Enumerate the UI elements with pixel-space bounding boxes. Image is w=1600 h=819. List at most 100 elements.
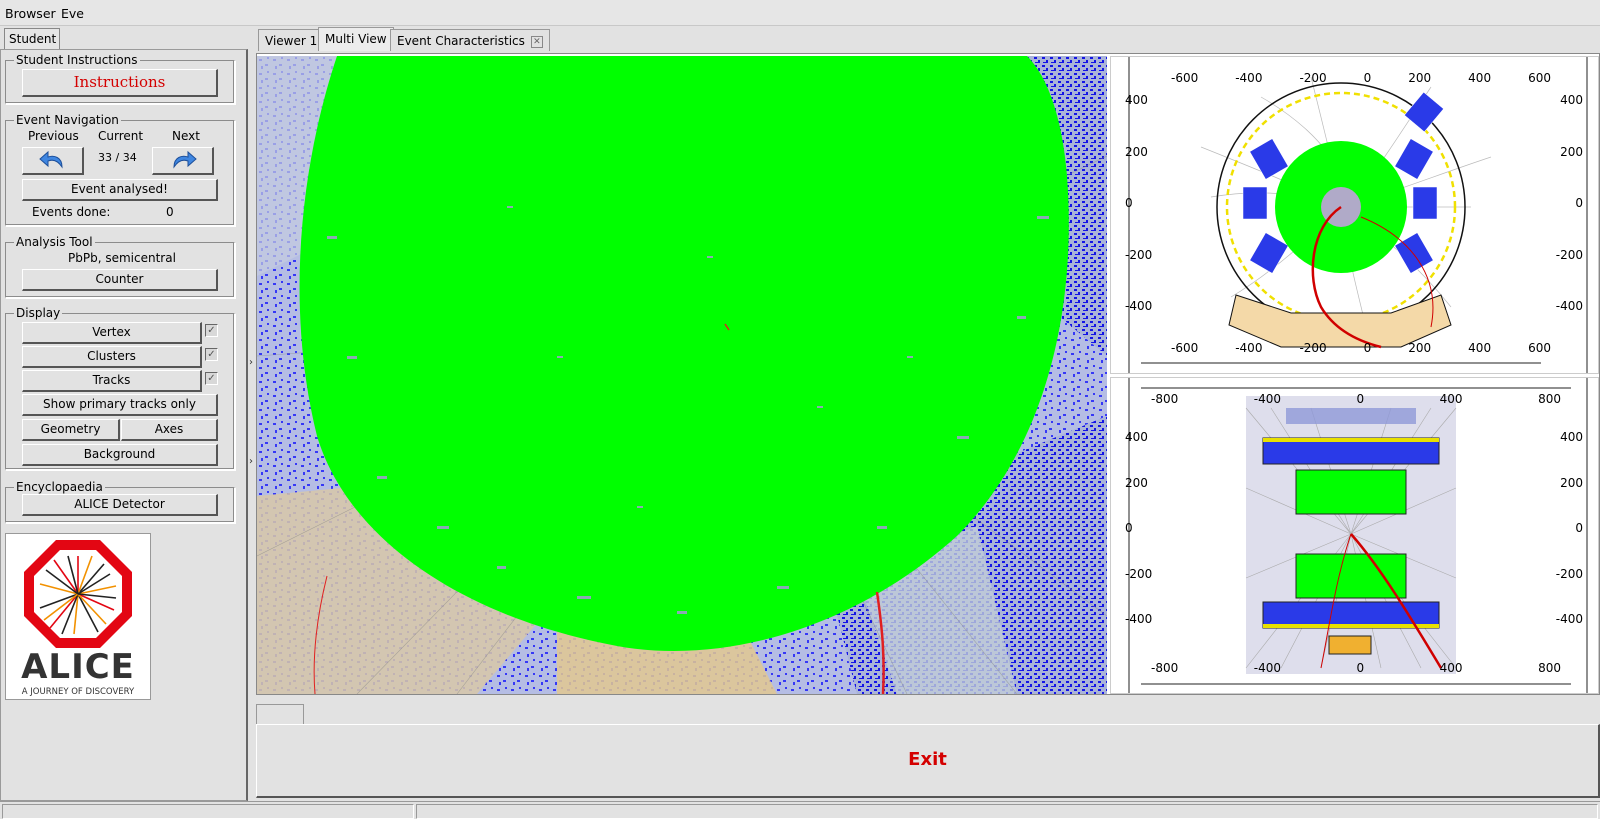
axes-button[interactable]: Axes [121,419,218,441]
tick-label: -400 [1235,71,1263,85]
alice-logo-icon [24,540,132,648]
alice-logo-text: ALICE [21,647,135,687]
tick-label: -200 [1555,566,1583,581]
tick-label: 200 [1408,71,1432,85]
background-button[interactable]: Background [22,444,218,466]
vertex-checkbox[interactable]: ✓ [205,324,218,337]
tick-label: -400 [1555,612,1583,626]
analysis-tool-title: Analysis Tool [14,235,95,249]
events-done-value: 0 [166,205,174,219]
3d-event-display [257,56,1107,694]
3d-view[interactable] [257,56,1107,694]
tick-label: -400 [1125,612,1153,626]
tick-label: 600 [1528,341,1551,355]
tick-label: -600 [1171,341,1199,355]
tick-label: 400 [1439,661,1463,675]
menu-bar: Browser Eve [0,0,1600,26]
tick-label: 400 [1439,392,1463,406]
student-instructions-group: Student Instructions Instructions [5,53,235,104]
redo-arrow-icon [172,150,197,169]
tick-label: -400 [1253,392,1281,406]
tick-label: -600 [1171,71,1199,85]
tab-event-characteristics[interactable]: Event Characteristics ✕ [390,29,550,51]
multi-view-viewer: -600 -400 -200 0 200 400 600 -600 -400 -… [256,53,1600,695]
current-label: Current [98,129,144,143]
display-group: Display Vertex ✓ Clusters ✓ Tracks ✓ Sho… [5,306,235,470]
tick-label: 400 [1468,71,1492,85]
tick-label: 0 [1575,196,1583,210]
counter-button[interactable]: Counter [22,269,218,291]
tick-label: -400 [1555,299,1583,313]
instructions-button[interactable]: Instructions [22,69,218,97]
tick-label: 0 [1575,521,1583,535]
next-event-button[interactable] [152,147,214,175]
geometry-button[interactable]: Geometry [22,419,120,441]
exit-button[interactable]: Exit [256,724,1600,798]
tick-label: 400 [1125,430,1148,444]
display-title: Display [14,306,63,320]
student-panel: Student Instructions Instructions Event … [0,49,248,801]
tick-label: -200 [1125,247,1153,262]
rhoz-y-ticks-left: 400 200 0 -200 -400 [1125,430,1152,626]
tick-label: 800 [1538,392,1561,406]
tick-label: 200 [1560,475,1583,490]
tracks-button[interactable]: Tracks [22,370,202,392]
menu-eve[interactable]: Eve [61,6,84,21]
tab-viewer-1[interactable]: Viewer 1 [258,29,325,51]
rphi-x-ticks-top: -600 -400 -200 0 200 400 600 [1171,71,1551,85]
tick-label: -800 [1151,661,1179,675]
tick-label: -200 [1299,71,1327,85]
next-label: Next [172,129,200,143]
status-segment [2,804,414,819]
tick-label: 800 [1538,661,1561,675]
undo-arrow-icon [38,150,63,169]
tick-label: -200 [1555,247,1583,262]
rhoz-y-ticks-right: 400 200 0 -200 -400 [1547,430,1583,626]
rhoz-projection-view[interactable]: -800 -400 0 400 800 -800 -400 0 400 800 … [1110,377,1599,694]
encyclopaedia-group: Encyclopaedia ALICE Detector [5,480,235,523]
clusters-button[interactable]: Clusters [22,346,202,368]
bottom-empty-tab[interactable] [256,704,304,726]
clusters-checkbox[interactable]: ✓ [205,348,218,361]
rhoz-x-ticks-top: -800 -400 0 400 800 [1151,392,1561,406]
alice-logo-tagline: A JOURNEY OF DISCOVERY [21,687,135,697]
tick-label: 200 [1125,144,1148,159]
tick-label: 400 [1560,93,1583,107]
tick-label: 200 [1125,475,1148,490]
splitter-arrow-icon[interactable]: › [249,357,253,368]
rphi-projection-display [1128,57,1588,373]
tracks-checkbox[interactable]: ✓ [205,372,218,385]
splitter-arrow-icon[interactable]: › [249,456,253,467]
tab-student[interactable]: Student [4,28,60,50]
menu-browser[interactable]: Browser [5,6,56,21]
tick-label: -400 [1235,341,1263,355]
vertex-button[interactable]: Vertex [22,322,202,344]
tab-multi-view[interactable]: Multi View [318,27,394,51]
rphi-x-ticks-bottom: -600 -400 -200 0 200 400 600 [1171,341,1551,355]
tick-label: 400 [1125,93,1148,107]
alice-logo: ALICE A JOURNEY OF DISCOVERY [5,533,151,700]
student-instructions-title: Student Instructions [14,53,140,67]
encyclopaedia-title: Encyclopaedia [14,480,105,494]
event-counter: 33 / 34 [98,151,137,164]
primary-tracks-button[interactable]: Show primary tracks only [22,394,218,416]
event-analysed-button[interactable]: Event analysed! [22,179,218,201]
event-navigation-title: Event Navigation [14,113,121,127]
tick-label: 400 [1560,430,1583,444]
rphi-projection-view[interactable]: -600 -400 -200 0 200 400 600 -600 -400 -… [1110,56,1599,374]
close-tab-icon[interactable]: ✕ [530,35,543,48]
tick-label: 400 [1468,341,1492,355]
previous-label: Previous [28,129,79,143]
rhoz-x-ticks-bottom: -800 -400 0 400 800 [1151,661,1561,675]
analysis-tool-group: Analysis Tool PbPb, semicentral Counter [5,235,235,298]
status-bar [0,801,1600,819]
tick-label: -400 [1125,299,1153,313]
tick-label: 0 [1363,71,1372,85]
tick-label: -800 [1151,392,1179,406]
previous-event-button[interactable] [22,147,84,175]
rhoz-projection-display [1128,378,1588,693]
alice-detector-button[interactable]: ALICE Detector [22,494,218,516]
tick-label: 600 [1528,71,1551,85]
tick-label: 200 [1560,144,1583,159]
analysis-mode-label: PbPb, semicentral [68,251,176,265]
